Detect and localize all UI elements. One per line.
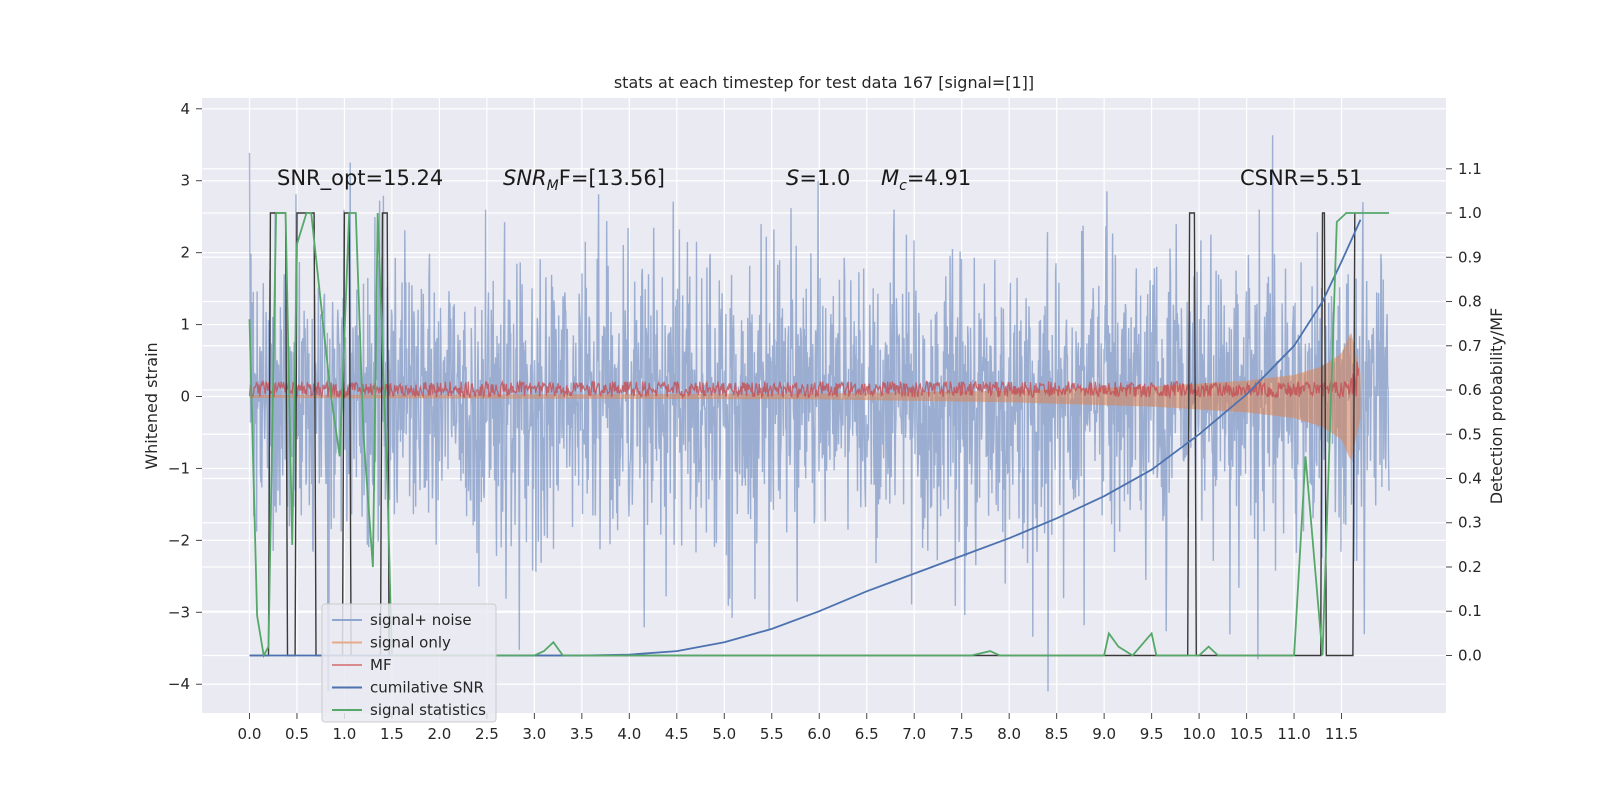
x-tick-label: 1.0 — [333, 725, 357, 743]
annotation-s: S=1.0 — [786, 166, 850, 190]
y-left-tick-label: 2 — [180, 244, 190, 262]
x-tick-label: 6.0 — [807, 725, 831, 743]
x-tick-label: 6.5 — [855, 725, 879, 743]
annotation-csnr: CSNR=5.51 — [1240, 166, 1363, 190]
x-tick-label: 0.5 — [285, 725, 309, 743]
x-axis-ticks: 0.0 0.5 1.0 1.5 2.0 2.5 3.0 3.5 4.0 4.5 5.0 5.5 6.0 6… — [238, 713, 1358, 743]
y-left-tick-label: 0 — [180, 388, 190, 406]
x-tick-label: 9.0 — [1092, 725, 1116, 743]
annotation-snr-opt: SNR_opt=15.24 — [277, 166, 443, 191]
y-right-tick-label: 1.0 — [1458, 204, 1482, 222]
legend: signal+ noise signal only MF cumilative SNR… — [321, 603, 497, 723]
y-right-tick-label: 0.0 — [1458, 646, 1482, 664]
y-right-tick-label: 0.6 — [1458, 381, 1482, 399]
y-left-tick-label: −4 — [168, 675, 190, 693]
y-right-tick-label: 0.5 — [1458, 425, 1482, 443]
y-right-tick-label: 0.7 — [1458, 337, 1482, 355]
series-cumulative-snr — [249, 219, 1362, 657]
x-tick-label: 10.5 — [1230, 725, 1263, 743]
y-left-tick-label: −1 — [168, 459, 190, 477]
x-tick-label: 7.5 — [950, 725, 974, 743]
legend-box — [321, 603, 497, 723]
x-tick-label: 9.5 — [1140, 725, 1164, 743]
y-left-tick-label: −2 — [168, 531, 190, 549]
y-right-tick-label: 0.8 — [1458, 293, 1482, 311]
x-tick-label: 11.0 — [1277, 725, 1310, 743]
x-tick-label: 1.5 — [380, 725, 404, 743]
left-axis-ticks: 4 3 2 1 0 −1 −2 −3 −4 — [168, 100, 202, 693]
x-tick-label: 4.0 — [617, 725, 641, 743]
x-tick-label: 2.0 — [427, 725, 451, 743]
y-right-tick-label: 0.4 — [1458, 470, 1482, 488]
x-tick-label: 4.5 — [665, 725, 689, 743]
x-tick-label: 8.0 — [997, 725, 1021, 743]
x-tick-label: 11.5 — [1325, 725, 1358, 743]
legend-label: cumilative SNR — [370, 679, 484, 697]
legend-label: MF — [370, 656, 392, 674]
y-right-tick-label: 1.1 — [1458, 160, 1482, 178]
legend-label: signal+ noise — [370, 611, 472, 629]
y-left-tick-label: 4 — [180, 100, 190, 118]
x-tick-label: 0.0 — [238, 725, 262, 743]
x-tick-label: 3.0 — [522, 725, 546, 743]
y-right-tick-label: 0.3 — [1458, 514, 1482, 532]
series-mf — [248, 361, 1360, 400]
right-axis-ticks: 1.1 1.0 0.9 0.8 0.7 0.6 0.5 0.4 0.3 0.2 0.1 0.0 — [1446, 160, 1482, 664]
x-tick-label: 10.0 — [1182, 725, 1215, 743]
y-right-tick-label: 0.9 — [1458, 248, 1482, 266]
y-axis-label-left: Whitened strain — [142, 342, 161, 469]
x-tick-label: 8.5 — [1045, 725, 1069, 743]
annotation-snr-mf: SNRMF=[13.56] — [503, 166, 665, 194]
y-left-tick-label: 1 — [180, 316, 190, 334]
legend-label: signal statistics — [370, 701, 486, 719]
y-right-tick-label: 0.1 — [1458, 602, 1482, 620]
x-tick-label: 2.5 — [475, 725, 499, 743]
x-tick-label: 3.5 — [570, 725, 594, 743]
y-left-tick-label: 3 — [180, 172, 190, 190]
annotation-mc: Mc=4.91 — [881, 166, 971, 194]
x-tick-label: 7.0 — [902, 725, 926, 743]
y-axis-label-right: Detection probability/MF — [1487, 308, 1506, 505]
legend-label: signal only — [370, 634, 451, 652]
x-tick-label: 5.0 — [712, 725, 736, 743]
y-right-tick-label: 0.2 — [1458, 558, 1482, 576]
x-tick-label: 5.5 — [760, 725, 784, 743]
series-signal-statistics — [248, 212, 1389, 659]
chart-title: stats at each timestep for test data 167… — [614, 73, 1034, 92]
y-left-tick-label: −3 — [168, 603, 190, 621]
